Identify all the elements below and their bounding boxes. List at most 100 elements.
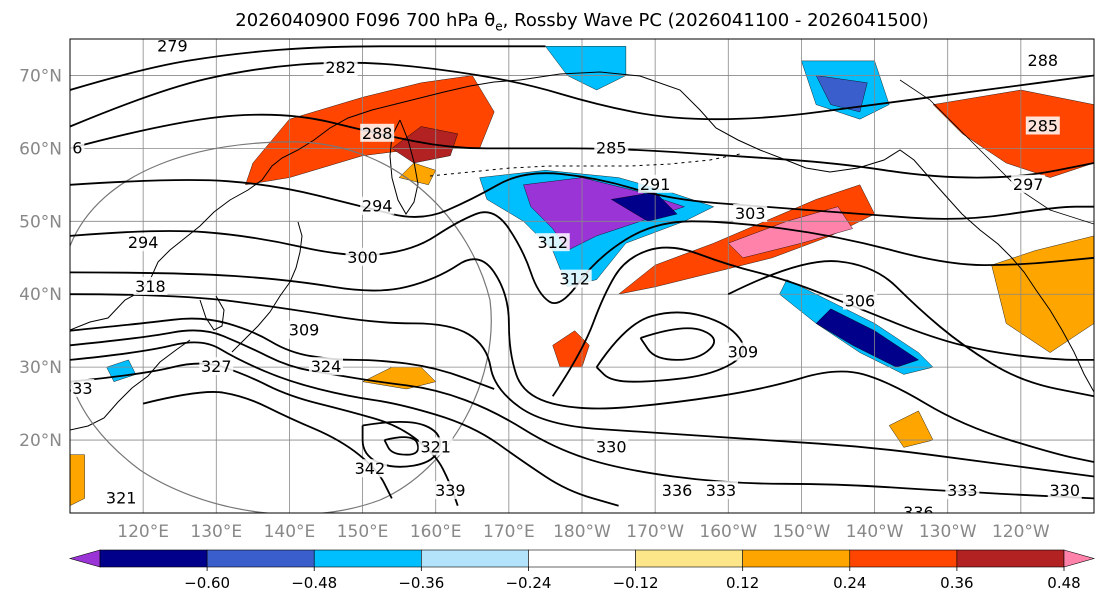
contour-line-8 [70,329,1094,500]
contour-line-2 [70,113,1094,179]
lon-tick-label: 140°W [846,522,904,542]
contour-label-bg [594,138,629,157]
contour-label-bg [360,123,395,142]
contour-label-bg [323,58,358,77]
contour-label: 330 [1049,481,1080,500]
contour-line-9 [70,341,619,507]
contour-label: 294 [128,233,159,252]
contour-line-17 [727,260,1094,398]
colorbar-segment [956,549,1065,568]
contour-label-bg [725,342,760,361]
contour-label-bg [104,488,139,507]
lon-tick-label: 180°W [553,522,611,542]
contour-label-bg [842,291,877,310]
contour-label-bg [945,481,980,500]
coastline-korea [199,295,225,331]
colorbar-tick-label: −0.60 [184,574,230,592]
shaded-region-4 [610,191,678,222]
contour-label: 324 [311,357,342,376]
colorbar-tick-label: −0.48 [291,574,337,592]
contour-line-7 [70,317,495,390]
contour-label-bg [433,481,468,500]
contour-label: 294 [362,197,393,216]
contour-label: 297 [1013,175,1044,194]
contour-label: 312 [537,233,568,252]
colorbar-tick-label: 0.24 [833,574,866,592]
title-theta-subscript: e [495,19,503,34]
colorbar-tick-label: 0.36 [940,574,973,592]
lat-tick-label: 40°N [19,285,62,305]
colorbar-segment [421,549,529,568]
contour-line-13 [639,327,716,361]
lon-tick-label: 160°W [699,522,757,542]
colorbar-tick-label: 0.48 [1047,574,1080,592]
title-theta: θ [484,10,496,31]
contour-line-1 [70,61,1094,128]
colorbar-segment [313,549,422,568]
contour-label: 282 [325,58,356,77]
contour-label-bg [360,196,395,215]
colorbar [68,549,1096,568]
title-prefix: 2026040900 F096 700 hPa [235,10,485,31]
contour-label-bg [660,481,695,500]
contour-label: 291 [640,175,671,194]
contour-label: 333 [947,481,978,500]
contour-label: 330 [596,437,627,456]
contour-label: 318 [135,277,166,296]
contour-label: 333 [706,481,737,500]
contour-label-bg [418,437,453,456]
contour-label: 309 [289,321,320,340]
contour-line-4 [70,211,1094,304]
contour-label: 327 [201,357,232,376]
contour-label-bg [70,138,85,157]
coastline-kamchatka [389,119,419,215]
contour-label-bg [199,357,234,376]
lon-tick-label: 140°E [264,522,316,542]
lat-tick-label: 20°N [19,431,62,451]
colorbar-tick-label: −0.12 [613,574,659,592]
contour-line-10 [70,362,459,506]
contour-label-bg [901,503,936,513]
contour-label: 279 [157,36,188,55]
contour-label: 333 [62,379,93,398]
colorbar-segment [849,549,958,568]
contour-label-bg [703,481,738,500]
contour-label-bg [287,320,322,339]
contour-label: 288 [1028,51,1059,70]
contour-label-bg [309,357,343,376]
contour-label: 303 [735,204,766,223]
lon-tick-label: 170°E [483,522,535,542]
contour-label: 288 [362,124,393,143]
lat-tick-label: 70°N [19,66,62,86]
colorbar-segment [742,549,851,568]
coastline-north-america-interior [899,79,1094,225]
contour-label-bg [557,269,592,288]
colorbar-extend-high [1063,549,1096,568]
shaded-region-18 [70,454,85,506]
contour-label-bg [126,233,161,252]
contour-label: 300 [347,248,378,267]
lat-tick-label: 30°N [19,358,62,378]
colorbar-segment [99,549,208,568]
contour-label: 321 [420,437,451,456]
longitude-tick-labels: 120°E 130°E 140°E 150°E 160°E 170°E 180°W 170°W… [117,522,1050,542]
shaded-region-16 [361,367,437,390]
lon-tick-label: 150°W [773,522,831,542]
shaded-region-1 [391,126,458,164]
latitude-tick-labels: 20°N 30°N 40°N 50°N 60°N 70°N [19,66,62,451]
contour-label-bg [1011,174,1046,193]
map-title: 2026040900 F096 700 hPa θe, Rossby Wave … [70,8,1094,34]
title-suffix: , Rossby Wave PC (2026041100 - 202604150… [502,10,929,31]
colorbar-extend-low [68,549,101,568]
contour-label: 339 [435,481,466,500]
shaded-region-11 [815,75,868,113]
contour-label-bg [1025,116,1060,135]
contour-line-15 [383,436,420,456]
contour-label-bg [638,174,673,193]
contour-line-6 [70,293,1094,478]
contour-label: 309 [728,343,759,362]
theta-e-contours [70,45,1094,507]
contour-label-bg [733,204,768,223]
contour-line-5 [70,258,1094,463]
